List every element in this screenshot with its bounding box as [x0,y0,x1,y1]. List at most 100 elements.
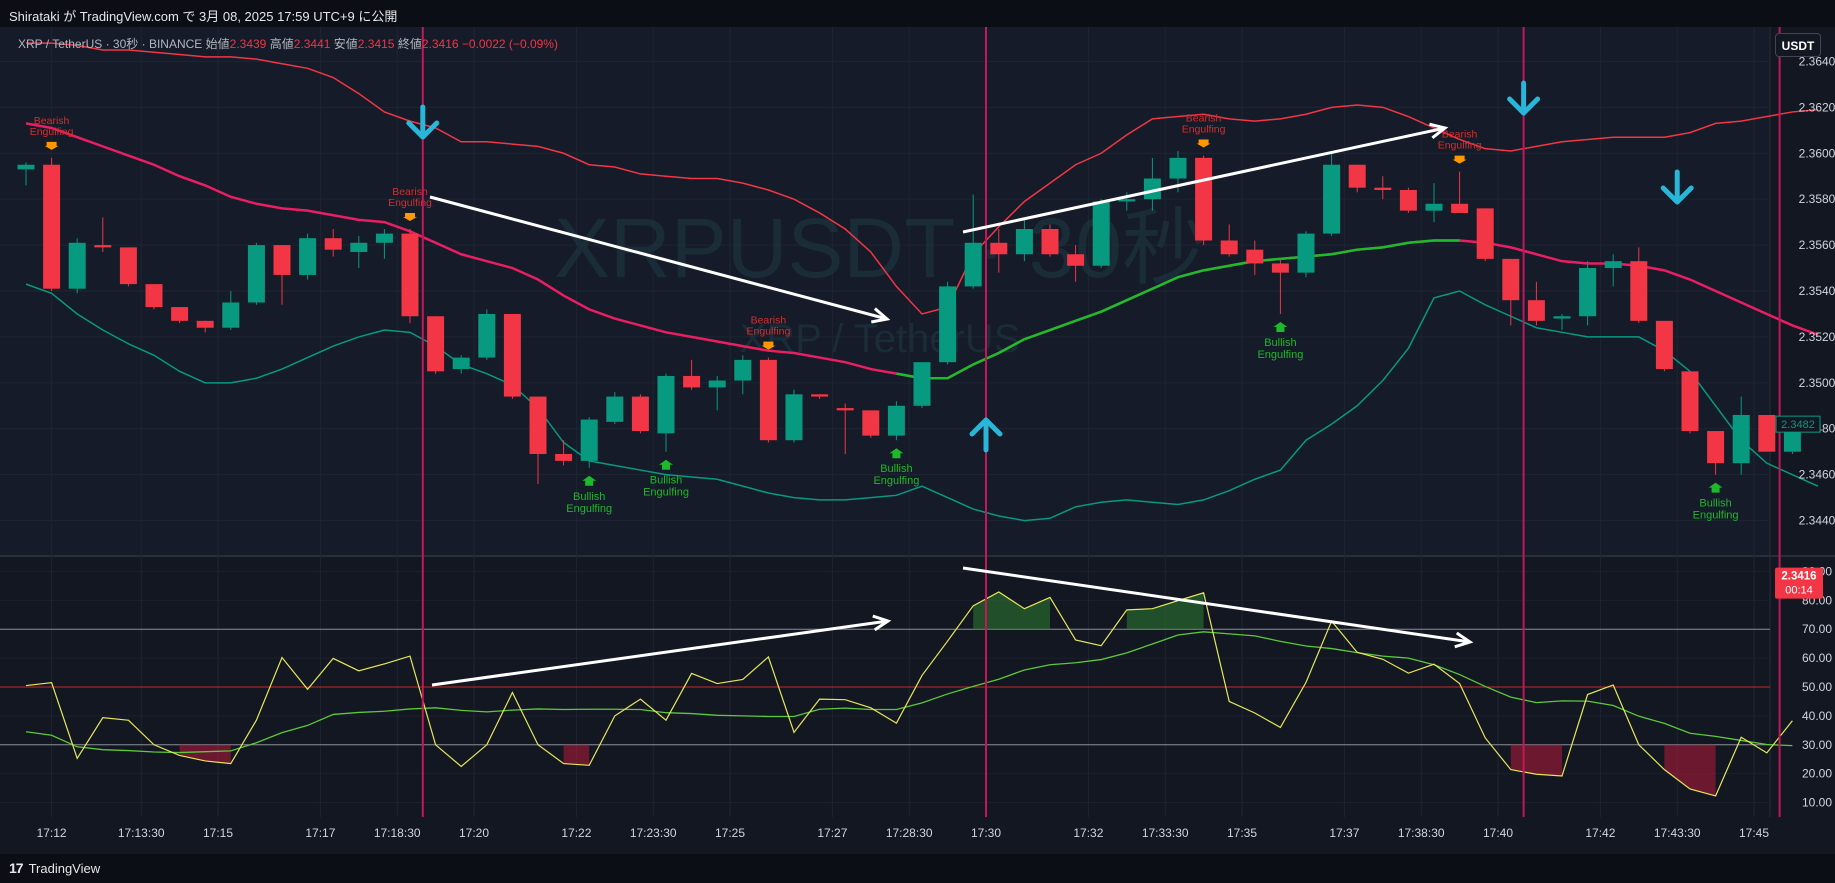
bullish-marker-icon [659,459,673,470]
trend-arrow-price-down-head [871,307,891,324]
time-tick-label: 17:32 [1073,826,1103,840]
candle-body [299,238,317,275]
rsi-tick-label: 40.00 [1802,709,1832,723]
candle-body [1732,414,1750,464]
rsi-oversold-fill [179,744,231,764]
candle-body [1015,229,1033,255]
low-label: 安値 [333,37,358,51]
time-tick-label: 17:28:30 [886,826,933,840]
tradingview-logo[interactable]: 17 TradingView [9,860,100,876]
price-tick-label: 2.3440 [1799,514,1835,528]
time-tick-label: 17:38:30 [1398,826,1445,840]
open-value: 2.3439 [229,37,267,51]
candle-body [1707,431,1725,464]
bullish-label: Engulfing [1693,510,1739,522]
time-tick-label: 17:43:30 [1654,826,1701,840]
candle-body [1220,240,1238,255]
bearish-label: Bearish [34,115,70,127]
currency-button[interactable]: USDT [1775,33,1821,57]
candle-body [68,242,86,289]
bearish-label: Bearish [1186,113,1222,125]
rsi-tick-label: 20.00 [1802,767,1832,781]
bearish-label: Engulfing [747,326,791,338]
bearish-label: Bearish [1442,129,1478,141]
brand-name: TradingView [28,860,101,876]
candle-body [196,320,214,328]
candle-body [1553,316,1571,319]
candle-body [683,375,701,388]
high-value: 2.3441 [293,37,331,51]
candle-body [785,394,803,441]
candle-body [759,359,777,441]
candle-body [1169,157,1187,179]
bullish-marker-icon [582,475,597,486]
candle-body [273,245,291,275]
tv-logo-icon: 17 [9,860,24,876]
candle-body [836,408,854,411]
time-tick-label: 17:13:30 [118,826,165,840]
candle-body [1399,189,1417,211]
time-tick-label: 17:33:30 [1142,826,1189,840]
bearish-marker-icon [761,341,776,350]
trend-arrow-rsi-up-head [872,614,892,632]
bearish-label: Bearish [751,315,787,327]
candle-body [1143,178,1161,200]
candle-body [964,242,982,287]
symbol-name: XRP / TetherUS · 30秒 · BINANCE [18,37,203,51]
candle-body [734,359,752,381]
arrow-head [406,120,440,140]
rsi-tick-label: 60.00 [1802,651,1832,665]
time-tick-label: 17:45 [1739,826,1769,840]
time-tick-label: 17:15 [203,826,233,840]
candle-body [427,316,445,372]
candle-body [606,396,624,422]
candle-body [555,453,573,461]
upper-band-line [26,42,1819,315]
candle-body [1348,164,1366,188]
bearish-label: Bearish [392,186,428,198]
candle-body [1527,300,1545,321]
countdown-label: 00:14 [1785,585,1813,597]
price-tick-label: 2.3560 [1799,238,1835,252]
high-label: 高値 [269,37,294,51]
rsi-tick-label: 30.00 [1802,738,1832,752]
candle-body [1271,263,1289,273]
trend-arrow-rsi-down-head [1454,631,1474,649]
candle-body [631,396,649,432]
candle-body [324,238,342,250]
candle-body [1451,203,1469,213]
candle-body [1067,254,1085,266]
time-tick-label: 17:20 [459,826,489,840]
candle-body [1655,320,1673,370]
footer-bar: 17 TradingView [0,854,1835,883]
candle-body [17,164,35,170]
sma-uptrend-segment [896,239,1460,380]
bearish-marker-icon [403,213,417,222]
bearish-label: Engulfing [30,126,74,138]
price-tick-label: 2.3620 [1799,100,1835,114]
candle-body [1758,414,1776,452]
price-tick-label: 2.3540 [1799,284,1835,298]
candle-body [862,410,880,436]
sell-arrow-icon [1507,80,1541,116]
time-tick-label: 17:17 [305,826,335,840]
candle-body [811,394,829,397]
rsi-tick-label: 70.00 [1802,622,1832,636]
candle-body [939,286,957,363]
bullish-label: Engulfing [1257,349,1303,361]
candle-body [1297,233,1315,273]
time-tick-label: 17:22 [561,826,591,840]
rsi-tick-label: 10.00 [1802,796,1832,810]
rsi-overbought-fill [973,591,1050,630]
last-price-tag [1775,567,1823,599]
close-label: 終値 [397,37,422,51]
bullish-label: Bullish [650,475,682,487]
publish-bar: Shirataki が TradingView.com で 3月 08, 202… [0,0,1835,27]
bullish-label: Bullish [1264,337,1296,349]
time-tick-label: 17:30 [971,826,1001,840]
arrow-head [969,417,1003,437]
candle-body [1476,208,1494,259]
candle-body [1195,157,1213,241]
candle-body [452,357,470,370]
